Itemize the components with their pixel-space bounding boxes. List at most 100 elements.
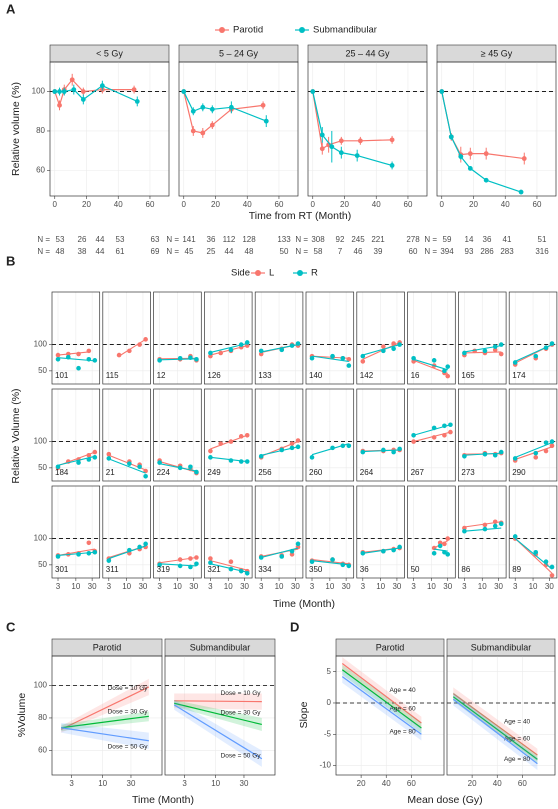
panel-border	[204, 388, 253, 482]
data-point	[330, 445, 335, 451]
data-point	[543, 345, 549, 351]
data-point	[188, 464, 193, 470]
count-prefix: N =	[295, 235, 308, 244]
x-tick-label: 10	[529, 582, 538, 591]
data-point	[177, 563, 183, 569]
count-label: 14	[465, 235, 474, 244]
count-label: 133	[277, 235, 291, 244]
line-label: Dose = 50 Gy	[108, 744, 149, 751]
data-point	[194, 555, 199, 560]
data-point	[360, 359, 366, 364]
series-line	[60, 686, 150, 730]
data-point	[157, 460, 162, 465]
data-point	[177, 355, 183, 361]
count-label: 308	[311, 235, 325, 244]
data-point	[442, 423, 447, 429]
data-point	[467, 166, 473, 171]
data-point	[143, 541, 148, 547]
facet-label: 50	[411, 565, 420, 574]
line-label: Dose = 50 Gy	[221, 753, 262, 760]
data-point	[397, 342, 402, 347]
data-point	[448, 422, 453, 428]
data-point	[492, 452, 498, 458]
panel-border	[407, 388, 456, 482]
data-point	[228, 566, 234, 572]
count-prefix: N =	[424, 235, 437, 244]
facet-label: 184	[55, 468, 69, 477]
data-point	[492, 344, 498, 349]
data-point	[549, 341, 555, 346]
x-tick-label: 3	[208, 582, 213, 591]
x-tick-label: 3	[56, 582, 61, 591]
facet-label: 86	[461, 565, 470, 574]
facet-label: 12	[157, 371, 166, 380]
x-tick-label: 3	[157, 582, 162, 591]
x-tick-label: 3	[182, 779, 187, 788]
fit-line	[57, 351, 89, 356]
data-point	[498, 351, 504, 357]
data-point	[357, 138, 363, 144]
facet-label: 165	[461, 371, 475, 380]
data-point	[71, 87, 77, 92]
panel-border	[305, 291, 355, 385]
data-point	[238, 568, 244, 574]
facet-title: Parotid	[93, 642, 122, 652]
x-tick-label: 60	[146, 200, 155, 209]
panel-border	[436, 61, 557, 197]
series-line	[174, 702, 262, 726]
y-tick-label: 50	[38, 463, 47, 472]
data-point	[134, 99, 140, 104]
x-tick-label: 0	[182, 200, 187, 209]
facet-label: 350	[309, 565, 323, 574]
data-point	[208, 350, 213, 356]
panel-border	[51, 655, 163, 776]
facet-title: 25 – 44 Gy	[345, 48, 390, 58]
x-tick-label: 10	[173, 582, 182, 591]
count-label: 50	[280, 247, 289, 256]
data-point	[445, 536, 451, 541]
legend-key	[219, 27, 225, 33]
panel-label: C	[6, 619, 16, 634]
data-point	[483, 151, 489, 157]
panel-background	[447, 656, 555, 775]
data-point	[55, 356, 61, 362]
data-point	[86, 356, 92, 362]
y-tick-label: 0	[327, 698, 332, 707]
data-point	[340, 562, 346, 568]
count-label: 128	[242, 235, 256, 244]
count-label: 316	[535, 247, 549, 256]
data-point	[360, 353, 366, 359]
legend-title: Side	[231, 268, 250, 279]
y-tick-label: 100	[34, 534, 48, 543]
series-line	[312, 91, 393, 150]
data-point	[157, 358, 162, 363]
data-point	[86, 457, 92, 462]
fit-line	[413, 359, 448, 374]
facet-title: 5 – 24 Gy	[219, 48, 259, 58]
data-point	[188, 564, 193, 570]
facet-label: 260	[309, 468, 323, 477]
x-tick-label: 60	[407, 779, 416, 788]
series-line	[183, 91, 264, 134]
data-point	[55, 464, 61, 470]
confidence-band	[174, 700, 262, 767]
data-point	[498, 521, 504, 527]
data-point	[76, 460, 81, 465]
data-point	[492, 519, 498, 525]
series-line	[174, 700, 262, 703]
series-line	[183, 91, 267, 122]
count-label: 394	[440, 247, 454, 256]
legend-label: R	[311, 268, 318, 279]
data-point	[194, 561, 199, 567]
data-point	[263, 118, 269, 124]
count-label: 39	[374, 247, 383, 256]
data-point	[279, 554, 285, 559]
line-label: Age = 80	[389, 729, 416, 736]
x-tick-label: 0	[311, 200, 316, 209]
count-label: 44	[96, 235, 105, 244]
data-point	[543, 440, 549, 445]
y-axis-title: %Volume	[16, 693, 28, 738]
data-point	[57, 102, 62, 108]
line-label: Age = 40	[504, 718, 531, 725]
data-point	[55, 352, 61, 358]
